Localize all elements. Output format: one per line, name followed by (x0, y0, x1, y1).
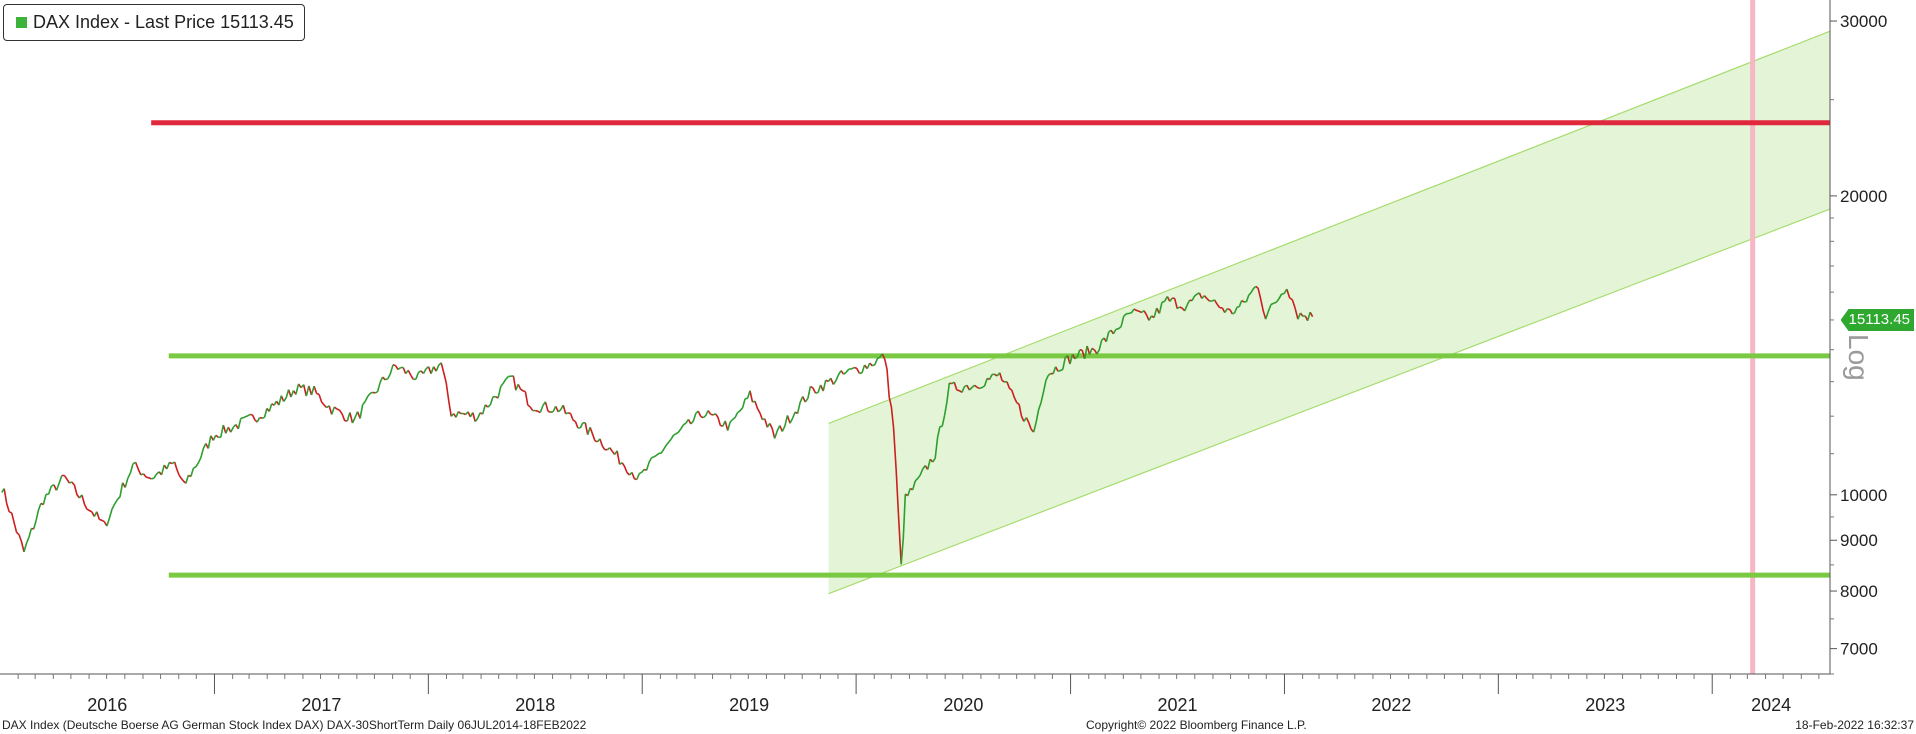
x-tick-label-2024: 2024 (1751, 695, 1791, 715)
y-tick-label-10000: 10000 (1840, 486, 1887, 505)
y-tick-label-30000: 30000 (1840, 12, 1887, 31)
footer-copyright: Copyright© 2022 Bloomberg Finance L.P. (1086, 718, 1307, 732)
y-tick-label-7000: 7000 (1840, 640, 1878, 659)
legend: DAX Index - Last Price 15113.45 (3, 4, 305, 41)
price-series-down (3, 285, 1314, 565)
legend-swatch (16, 17, 27, 28)
y-tick-label-8000: 8000 (1840, 582, 1878, 601)
x-tick-label-2022: 2022 (1371, 695, 1411, 715)
log-scale-label: Log (1843, 334, 1874, 381)
last-price-tag: 15113.45 (1840, 309, 1914, 331)
x-tick-label-2016: 2016 (87, 695, 127, 715)
x-tick-label-2019: 2019 (729, 695, 769, 715)
trend-channel-lower (828, 208, 1831, 595)
x-tick-label-2018: 2018 (515, 695, 555, 715)
x-tick-label-2023: 2023 (1585, 695, 1625, 715)
footer-timestamp: 18-Feb-2022 16:32:37 (1795, 718, 1914, 732)
x-tick-label-2021: 2021 (1157, 695, 1197, 715)
y-tick-label-9000: 9000 (1840, 531, 1878, 550)
trend-channel-band (828, 31, 1830, 594)
price-series-up (1, 285, 1311, 565)
y-tick-label-20000: 20000 (1840, 187, 1887, 206)
legend-label: DAX Index - Last Price 15113.45 (33, 12, 294, 32)
x-tick-label-2017: 2017 (301, 695, 341, 715)
x-tick-label-2020: 2020 (943, 695, 983, 715)
footer-description: DAX Index (Deutsche Boerse AG German Sto… (2, 718, 587, 732)
